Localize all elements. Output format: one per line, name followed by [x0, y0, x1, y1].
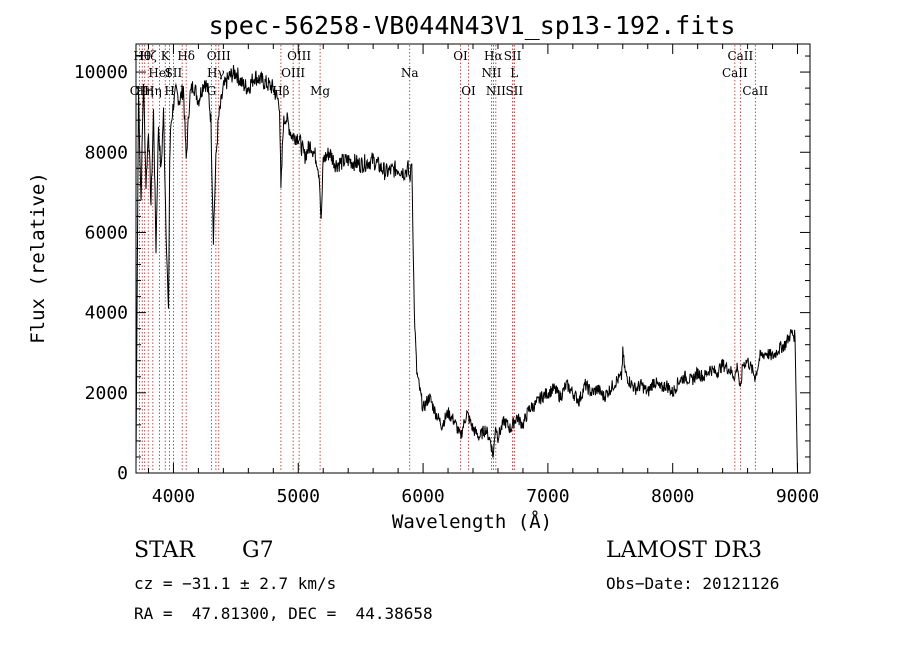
plot-frame [135, 43, 811, 474]
emission-line-label: CaII [722, 66, 748, 80]
emission-line-label: NII [486, 84, 506, 98]
emission-line-label: Hη [136, 84, 154, 98]
spectrum-line [135, 64, 798, 474]
chart-title: spec-56258-VB044N43V1_sp13-192.fits [209, 11, 736, 40]
emission-line-label: CaII [742, 84, 768, 98]
y-tick-label: 4000 [85, 303, 128, 324]
x-tick-label: 9000 [776, 486, 819, 507]
y-tick-label: 2000 [85, 383, 128, 404]
emission-line-label: H [164, 84, 174, 98]
coordinates: RA = 47.81300, DEC = 44.38658 [134, 604, 433, 623]
y-tick-label: 0 [117, 463, 128, 484]
observation-date: Obs−Date: 20121126 [606, 574, 780, 593]
emission-line-label: Hα [484, 49, 503, 63]
emission-line-label: OIII [287, 49, 311, 63]
y-tick-label: 6000 [85, 222, 128, 243]
emission-line-label: OI [453, 49, 468, 63]
emission-line-label: OIII [207, 49, 231, 63]
x-tick-label: 6000 [401, 486, 444, 507]
emission-line-label: SII [505, 84, 523, 98]
x-tick-label: 4000 [152, 486, 195, 507]
emission-line-label: Na [401, 66, 419, 80]
x-tick-label: 8000 [651, 486, 694, 507]
object-subclass: G7 [242, 538, 274, 563]
emission-line-label: CaII [727, 49, 753, 63]
emission-line-label: G [207, 84, 217, 98]
survey-name: LAMOST DR3 [606, 538, 762, 563]
emission-line-label: OI [461, 84, 476, 98]
y-axis-label: Flux (relative) [27, 172, 49, 344]
emission-line-label: Hγ [207, 66, 225, 80]
object-class: STAR [134, 538, 195, 563]
emission-line-markers [138, 45, 756, 472]
axis-ticks: 4000 5000 6000 7000 8000 9000 0 2000 4000 6000 800… [74, 44, 819, 507]
emission-line-label: Hθ [133, 49, 151, 63]
y-tick-label: 8000 [85, 142, 128, 163]
emission-line-label: L [510, 66, 518, 80]
emission-line-label: Hδ [177, 49, 195, 63]
emission-line-label: SII [504, 49, 522, 63]
y-tick-label: 10000 [74, 62, 128, 83]
emission-line-label: OIII [281, 66, 305, 80]
emission-line-label: Hζ [140, 49, 157, 63]
x-axis-label: Wavelength (Å) [392, 510, 552, 533]
redshift-info: cz = −31.1 ± 2.7 km/s [134, 574, 337, 593]
emission-line-label: K [161, 49, 171, 63]
emission-line-label: Hη [144, 84, 162, 98]
x-tick-label: 5000 [277, 486, 320, 507]
emission-line-label: NII [481, 66, 501, 80]
emission-line-label: SII [165, 66, 183, 80]
emission-line-label: HeI [148, 66, 171, 80]
x-tick-label: 7000 [526, 486, 569, 507]
emission-line-label: Mg [310, 84, 330, 98]
